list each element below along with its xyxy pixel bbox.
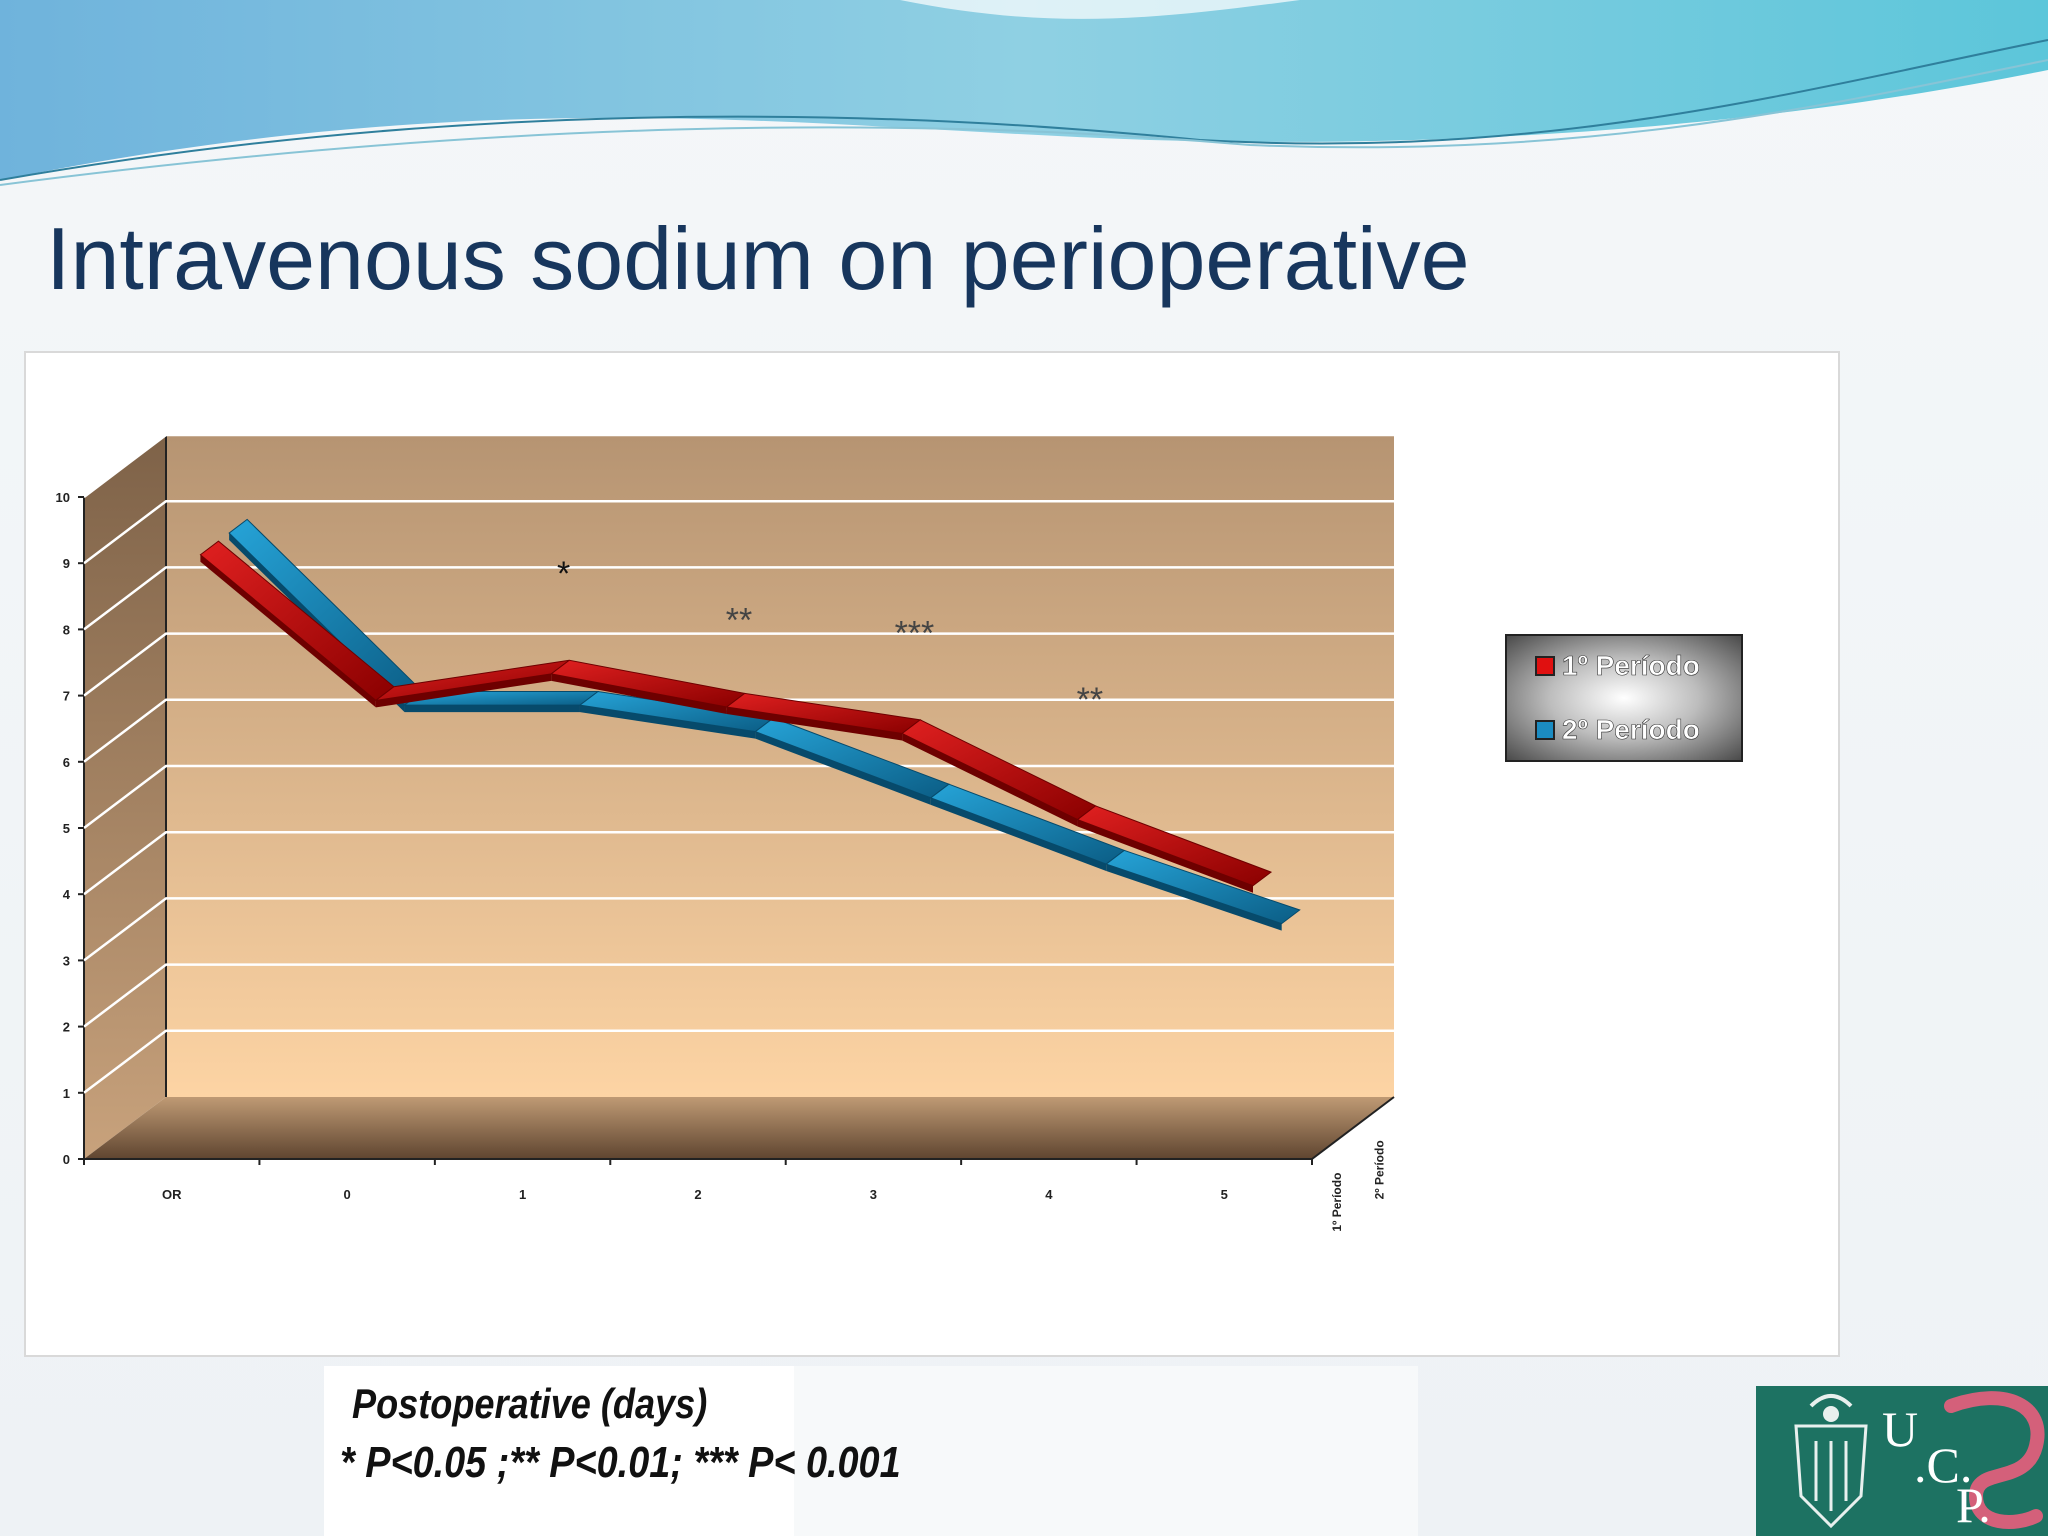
chart-annotations: *** ***** bbox=[557, 555, 1103, 719]
significance-annotation: * bbox=[557, 555, 570, 593]
y-tick-label: 5 bbox=[63, 821, 70, 836]
gridline bbox=[83, 566, 1394, 631]
chart-legend: 1º Período 2º Período bbox=[1505, 634, 1743, 762]
y-tick-label: 9 bbox=[63, 556, 70, 571]
ribbon-edge bbox=[579, 705, 756, 739]
significance-note: * P<0.05 ;** P<0.01; *** P< 0.001 bbox=[340, 1438, 901, 1487]
significance-annotation: ** bbox=[726, 602, 752, 640]
legend-swatch-series1 bbox=[1535, 656, 1555, 676]
logo-letter-p: P. bbox=[1956, 1477, 1991, 1533]
ucp-logo: U .C. P. bbox=[1756, 1386, 2048, 1536]
header-wave bbox=[0, 0, 2048, 186]
shield-emblem-icon bbox=[1794, 1394, 1868, 1529]
gridline bbox=[83, 698, 1394, 763]
legend-label-series2: 2º Período bbox=[1562, 714, 1700, 745]
ribbon-segment bbox=[1105, 849, 1301, 925]
ribbon-segment bbox=[1076, 805, 1273, 887]
ribbon-edge bbox=[404, 705, 580, 713]
y-tick-label: 0 bbox=[63, 1152, 70, 1167]
footer-panel bbox=[324, 1366, 794, 1536]
y-tick-label: 10 bbox=[56, 490, 70, 505]
gridline bbox=[83, 632, 1394, 697]
chart-gridlines bbox=[83, 433, 1394, 1094]
x-tick-label: 2 bbox=[694, 1187, 701, 1202]
x-tick-label: 0 bbox=[344, 1187, 351, 1202]
y-tick-label: 4 bbox=[63, 887, 71, 902]
ribbon-edge bbox=[551, 673, 727, 714]
ribbon-edge bbox=[375, 673, 552, 708]
chart-depth-labels: 1º Período 2º Período bbox=[1330, 1140, 1387, 1231]
ribbon-edge bbox=[1106, 864, 1282, 931]
significance-annotation: *** bbox=[895, 615, 935, 653]
chart-static bbox=[83, 435, 1395, 1160]
ribbon-edge bbox=[726, 707, 903, 741]
y-tick-label: 8 bbox=[63, 622, 70, 637]
intestine-icon bbox=[1944, 1391, 2045, 1529]
ribbon-edge bbox=[1077, 819, 1253, 893]
gridline bbox=[83, 897, 1394, 962]
logo-letter-u: U bbox=[1882, 1401, 1919, 1457]
gridline bbox=[83, 963, 1394, 1028]
y-tick-label: 6 bbox=[63, 755, 70, 770]
depth-axis-label: 2º Período bbox=[1373, 1140, 1387, 1199]
chart-series bbox=[199, 518, 1301, 931]
series-1-ribbon bbox=[199, 540, 1273, 893]
significance-annotation: ** bbox=[1077, 681, 1103, 719]
legend-swatch-series2 bbox=[1535, 720, 1555, 740]
ribbon-edge bbox=[930, 797, 1107, 872]
x-tick-label: 5 bbox=[1221, 1187, 1228, 1202]
logo-letter-c: .C. bbox=[1914, 1437, 1973, 1493]
x-tick-label: 1 bbox=[519, 1187, 526, 1202]
slide-title: Intravenous sodium on perioperative bbox=[46, 209, 1470, 308]
y-tick-label: 3 bbox=[63, 953, 70, 968]
x-axis-title: Postoperative (days) bbox=[352, 1380, 708, 1427]
ribbon-edge bbox=[200, 554, 376, 708]
legend-label-series1: 1º Período bbox=[1562, 650, 1700, 681]
depth-axis-label: 1º Período bbox=[1330, 1173, 1344, 1232]
chart-yticks: 0 1 2 3 4 5 6 7 8 9 10 bbox=[56, 490, 84, 1167]
footer-panel-right bbox=[794, 1366, 1418, 1536]
gridline bbox=[83, 1029, 1394, 1094]
y-tick-label: 7 bbox=[63, 689, 70, 704]
y-tick-label: 1 bbox=[63, 1086, 70, 1101]
chart-floor bbox=[84, 1097, 1394, 1159]
y-tick-label: 2 bbox=[63, 1020, 70, 1035]
gridline bbox=[83, 499, 1394, 565]
gridline bbox=[83, 830, 1394, 896]
ribbon-edge bbox=[902, 733, 1078, 827]
gridline bbox=[83, 433, 1394, 498]
depth-axis-line bbox=[1311, 1096, 1395, 1160]
x-tick-label: OR bbox=[162, 1187, 182, 1202]
ribbon-edge bbox=[755, 731, 931, 805]
chart-xticks: OR 0 1 2 3 4 5 bbox=[83, 1159, 1313, 1202]
x-tick-label: 4 bbox=[1045, 1187, 1053, 1202]
x-tick-label: 3 bbox=[870, 1187, 877, 1202]
chart-frame: 0 1 2 3 4 5 6 7 8 9 10 OR 0 1 2 3 4 5 * ** *** ** 1º Períod… bbox=[24, 351, 1840, 1357]
